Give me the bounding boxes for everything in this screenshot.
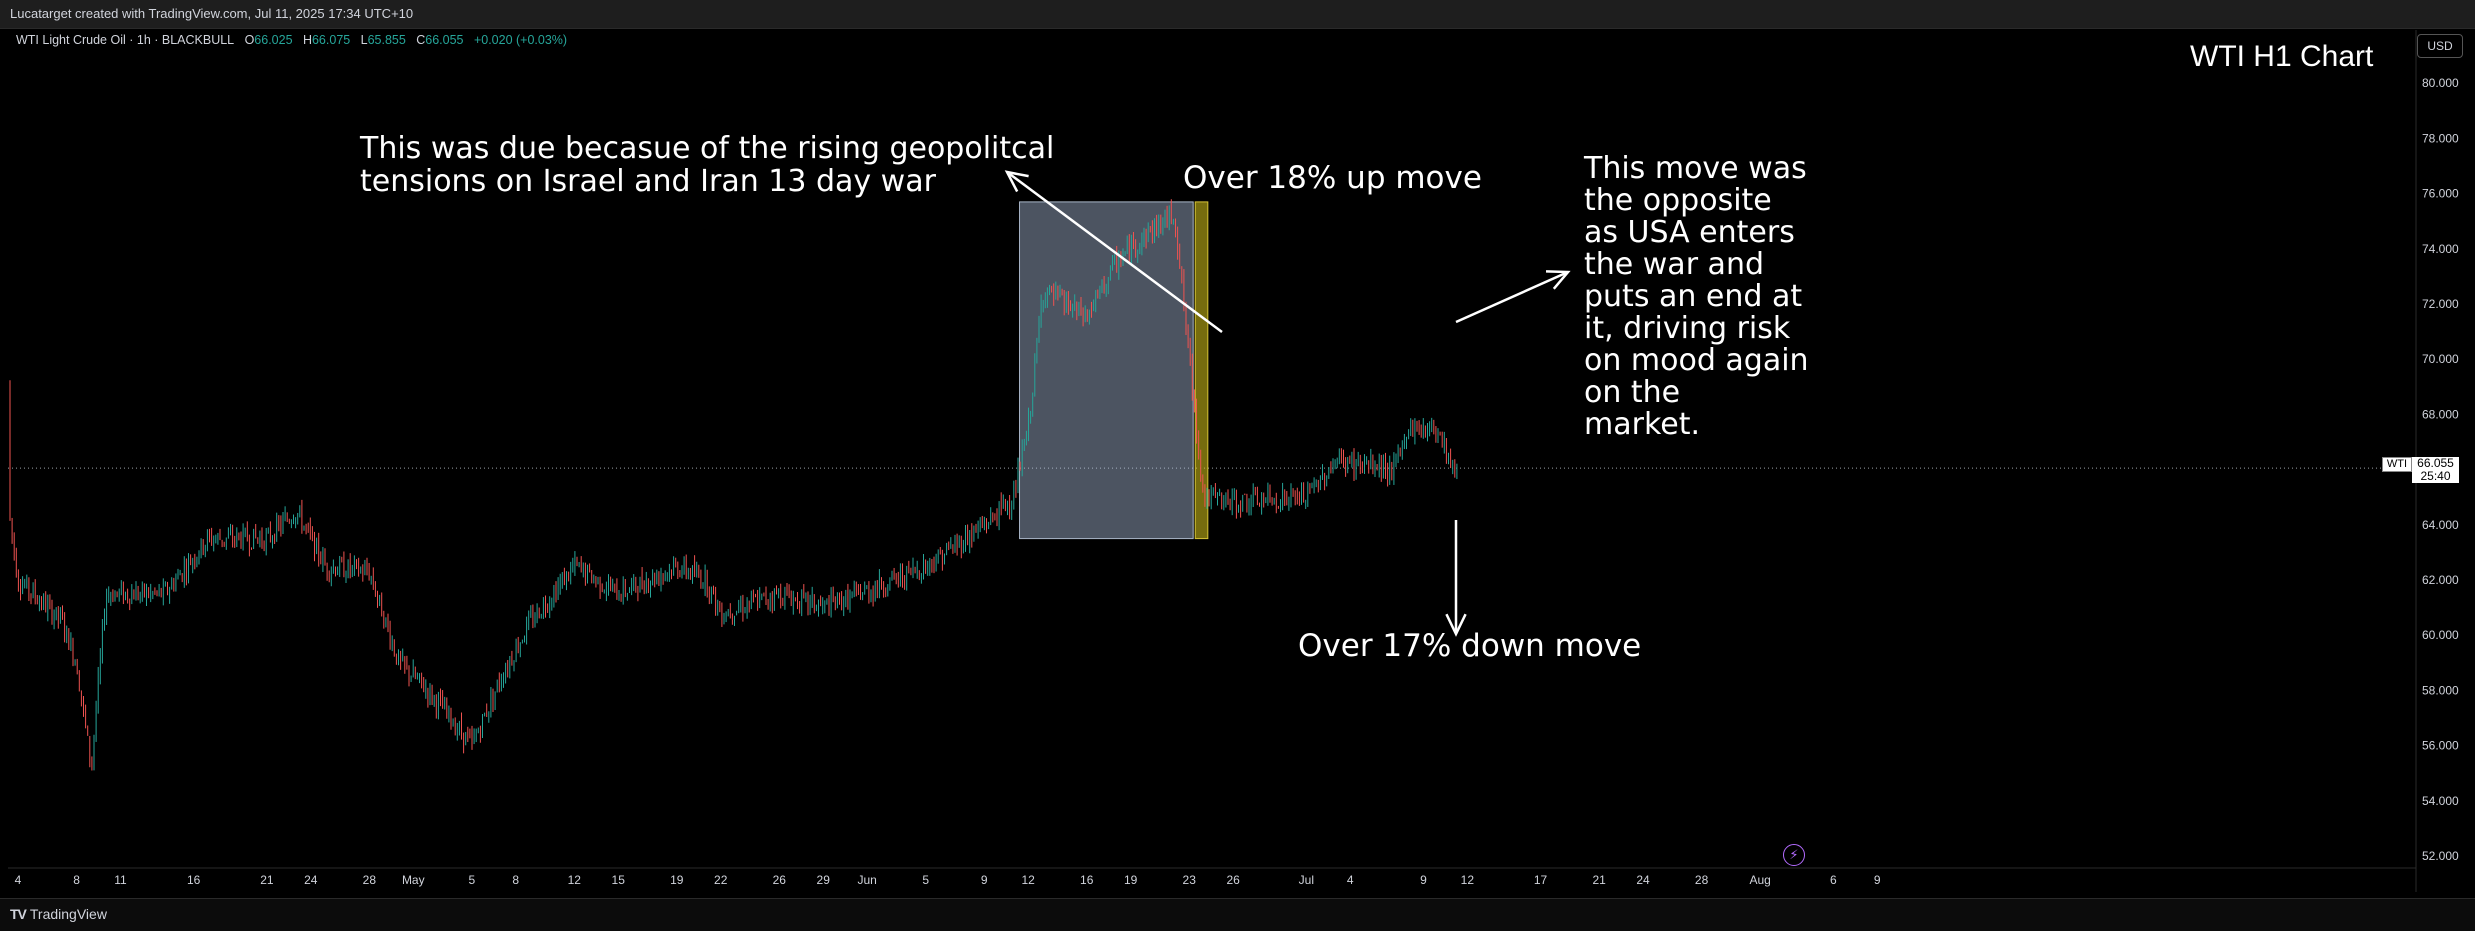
x-tick-label: 5 [468, 873, 475, 887]
high-label: H [302, 33, 312, 47]
x-tick-label: 22 [714, 873, 728, 887]
x-tick-label: 9 [981, 873, 988, 887]
change-value: +0.020 (+0.03%) [473, 33, 568, 47]
zone-layer [1019, 201, 1209, 540]
arrow-to-geopolitics-head [1004, 170, 1029, 193]
x-tick-label: 16 [187, 873, 201, 887]
open-label: O [244, 33, 255, 47]
x-tick-label: 15 [612, 873, 626, 887]
x-tick-label: 8 [73, 873, 80, 887]
chart-watermark: WTI H1 Chart [2190, 40, 2374, 73]
y-tick-label: 60.000 [2422, 628, 2459, 642]
x-tick-label: Aug [1749, 873, 1770, 887]
x-tick-label: 21 [1592, 873, 1606, 887]
last-price-value: 66.055 [2417, 456, 2454, 470]
up_zone-rect [1019, 201, 1194, 540]
y-tick-label: 76.000 [2422, 187, 2459, 201]
candle-layer [9, 199, 1458, 771]
bar-countdown: 25:40 [2420, 469, 2451, 483]
x-tick-label: 4 [15, 873, 22, 887]
close-value: 66.055 [425, 33, 464, 47]
annotation-opposite[interactable]: This move was the opposite as USA enters… [1584, 151, 1809, 442]
x-tick-label: 29 [817, 873, 831, 887]
x-tick-label: 17 [1534, 873, 1548, 887]
arrow-layer [1004, 170, 1571, 637]
price-symbol-tag: WTI [2382, 457, 2412, 472]
y-tick-label: 78.000 [2422, 131, 2459, 145]
lightning-icon[interactable]: ⚡ [1783, 844, 1805, 866]
currency-button[interactable]: USD [2417, 34, 2463, 58]
y-tick-label: 52.000 [2422, 849, 2459, 863]
high-value: 66.075 [311, 33, 351, 47]
x-tick-label: 16 [1080, 873, 1094, 887]
x-tick-label: 19 [670, 873, 684, 887]
x-tick-label: 28 [363, 873, 377, 887]
x-tick-label: 12 [568, 873, 582, 887]
x-tick-label: 24 [1636, 873, 1650, 887]
open-value: 66.025 [254, 33, 293, 47]
y-tick-label: 74.000 [2422, 242, 2459, 256]
arrow-to-geopolitics [1006, 170, 1223, 334]
annotation-up-move[interactable]: Over 18% up move [1183, 160, 1482, 196]
y-tick-label: 72.000 [2422, 297, 2459, 311]
x-tick-label: Jul [1299, 873, 1314, 887]
y-tick-label: 64.000 [2422, 518, 2459, 532]
x-tick-label: 26 [773, 873, 787, 887]
y-tick-label: 80.000 [2422, 76, 2459, 90]
credit-text: Lucatarget created with TradingView.com,… [10, 6, 414, 21]
x-tick-label: 9 [1874, 873, 1881, 887]
x-tick-label: 12 [1461, 873, 1475, 887]
x-tick-label: 12 [1021, 873, 1035, 887]
x-tick-label: 5 [922, 873, 929, 887]
x-tick-label: May [402, 873, 425, 887]
y-tick-label: 70.000 [2422, 352, 2459, 366]
x-tick-label: 24 [304, 873, 318, 887]
x-tick-label: Jun [857, 873, 876, 887]
y-tick-label: 62.000 [2422, 573, 2459, 587]
y-tick-label: 68.000 [2422, 407, 2459, 421]
y-tick-label: 56.000 [2422, 739, 2459, 753]
low-label: L [360, 33, 368, 47]
top-bar: Lucatarget created with TradingView.com,… [0, 0, 2475, 29]
x-tick-label: 28 [1695, 873, 1709, 887]
x-tick-label: 26 [1226, 873, 1240, 887]
tradingview-logo-icon[interactable]: TV TradingView [10, 906, 107, 922]
annotation-geopolitics[interactable]: This was due becasue of the rising geopo… [360, 131, 1055, 199]
x-tick-label: 21 [260, 873, 274, 887]
y-tick-label: 54.000 [2422, 794, 2459, 808]
down_zone-rect [1194, 201, 1209, 540]
arrow-to-down-move-head [1445, 613, 1467, 637]
last-price-tag: 66.055 25:40 [2412, 457, 2459, 483]
x-tick-label: 6 [1830, 873, 1837, 887]
x-tick-label: 11 [114, 873, 127, 887]
x-tick-label: 19 [1124, 873, 1138, 887]
low-value: 65.855 [367, 33, 406, 47]
brand-text: TradingView [29, 906, 107, 922]
x-tick-label: 23 [1183, 873, 1197, 887]
arrow-to-opposite [1455, 270, 1569, 324]
x-tick-label: 9 [1420, 873, 1427, 887]
x-tick-label: 4 [1347, 873, 1354, 887]
annotation-down-move[interactable]: Over 17% down move [1298, 628, 1642, 664]
y-tick-label: 58.000 [2422, 683, 2459, 697]
bottom-bar [0, 898, 2475, 931]
symbol-legend[interactable]: WTI Light Crude Oil · 1h · BLACKBULL O66… [16, 33, 567, 47]
x-tick-label: 8 [512, 873, 519, 887]
symbol-name[interactable]: WTI Light Crude Oil · 1h · BLACKBULL [16, 33, 235, 47]
arrow-to-opposite-head [1545, 270, 1571, 290]
close-label: C [416, 33, 426, 47]
